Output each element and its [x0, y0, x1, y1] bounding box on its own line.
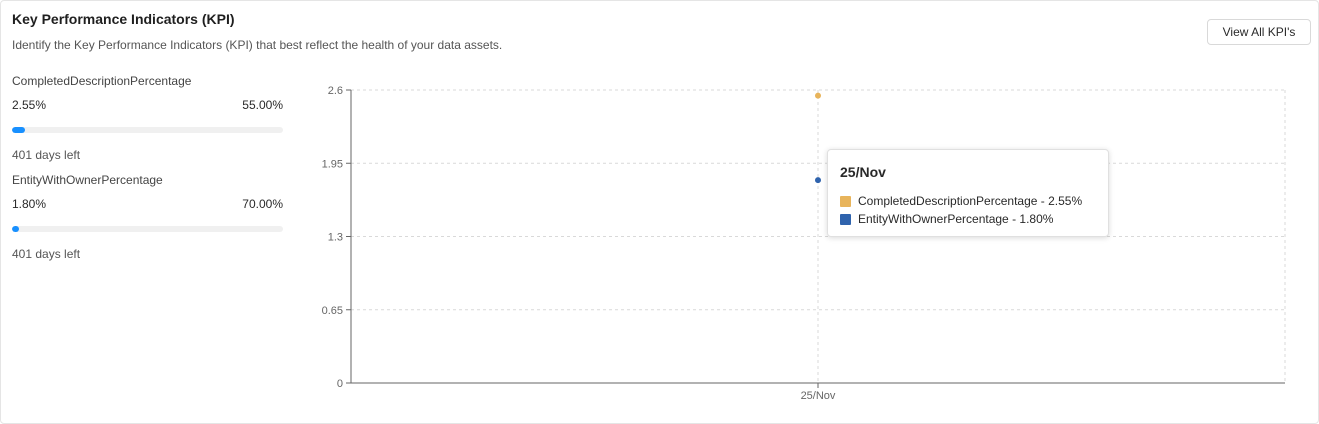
data-point	[815, 92, 821, 99]
tooltip-row-label: EntityWithOwnerPercentage - 1.80%	[858, 212, 1054, 226]
kpi-days-left: 401 days left	[12, 148, 81, 162]
view-all-kpis-button[interactable]: View All KPI's	[1207, 19, 1311, 45]
y-tick-label: 0	[337, 378, 343, 390]
kpi-item: EntityWithOwnerPercentage 1.80% 70.00% 4…	[12, 173, 283, 263]
y-tick-label: 0.65	[322, 305, 343, 317]
data-point	[815, 177, 821, 184]
kpi-progress-bar	[12, 127, 283, 133]
x-tick-label: 25/Nov	[801, 390, 836, 402]
y-tick-label: 1.95	[322, 158, 343, 170]
tooltip-row: EntityWithOwnerPercentage - 1.80%	[840, 210, 1096, 228]
tooltip-title: 25/Nov	[840, 164, 886, 180]
kpi-values: 1.80% 70.00%	[12, 197, 283, 211]
kpi-target-value: 55.00%	[242, 98, 283, 112]
kpi-days-left: 401 days left	[12, 247, 81, 261]
kpi-current-value: 2.55%	[12, 98, 47, 112]
card-subtitle: Identify the Key Performance Indicators …	[12, 38, 503, 52]
kpi-item: CompletedDescriptionPercentage 2.55% 55.…	[12, 74, 283, 164]
legend-swatch	[840, 213, 851, 225]
kpi-target-value: 70.00%	[242, 197, 283, 211]
card-title: Key Performance Indicators (KPI)	[12, 11, 235, 27]
legend-swatch	[840, 195, 851, 207]
tooltip-row-label: CompletedDescriptionPercentage - 2.55%	[858, 194, 1083, 208]
kpi-name: CompletedDescriptionPercentage	[12, 74, 192, 88]
kpi-chart[interactable]: 0 0.65 1.3 1.95 2.6 25/Nov	[301, 71, 1301, 416]
kpi-progress-fill	[12, 226, 19, 232]
y-tick-label: 2.6	[328, 85, 343, 97]
kpi-progress-bar	[12, 226, 283, 232]
kpi-values: 2.55% 55.00%	[12, 98, 283, 112]
kpi-progress-fill	[12, 127, 25, 133]
y-tick-label: 1.3	[328, 232, 343, 244]
kpi-name: EntityWithOwnerPercentage	[12, 173, 163, 187]
kpi-current-value: 1.80%	[12, 197, 47, 211]
tooltip-row: CompletedDescriptionPercentage - 2.55%	[840, 192, 1096, 210]
chart-tooltip: 25/Nov CompletedDescriptionPercentage - …	[827, 149, 1109, 237]
kpi-chart-svg: 0 0.65 1.3 1.95 2.6 25/Nov	[322, 85, 1286, 402]
